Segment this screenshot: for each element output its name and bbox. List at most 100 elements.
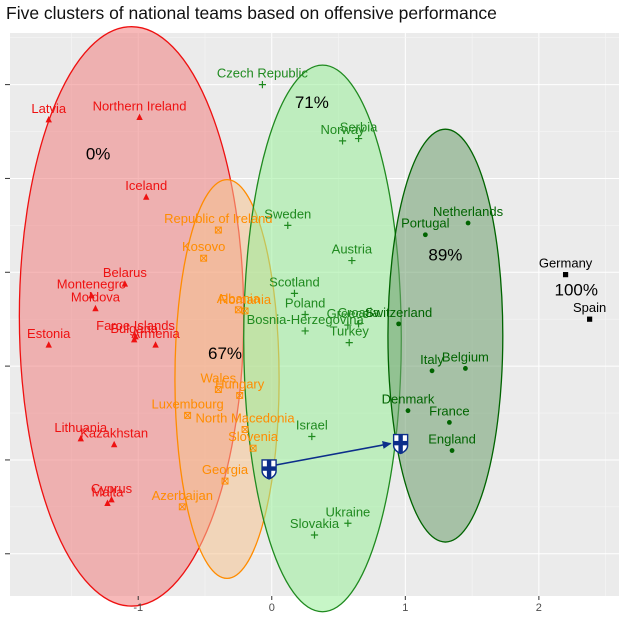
cluster-red-cyprus-point — [108, 496, 115, 503]
cluster-darkgreen-france-point — [446, 420, 452, 425]
data-points — [45, 81, 593, 539]
cluster-red-kazakhstan-label: Kazakhstan — [80, 426, 148, 441]
cluster-red-estonia-label: Estonia — [27, 326, 71, 341]
data-labels: Latvia Northern Ireland Iceland BelarusMont… — [27, 66, 606, 531]
x-tick-label-3: 2 — [536, 602, 542, 614]
cluster-orange-kosovo-label: Kosovo — [182, 239, 225, 254]
cluster-darkgreen-switzerland-label: Switzerland — [365, 305, 432, 320]
cluster-lightgreen-greece-label: Greece — [327, 306, 370, 321]
finland-arrow — [264, 441, 392, 468]
cluster-darkgreen-france-label: France — [429, 403, 469, 418]
cluster-lightgreen-norway-label: Norway — [321, 122, 366, 137]
cluster-lightgreen-croatia-label: Croatia — [338, 305, 381, 320]
cluster-lightgreen-austria-label: Austria — [332, 242, 373, 257]
cluster-lightgreen-poland-label: Poland — [285, 296, 325, 311]
cluster-red-lithuania-label: Lithuania — [54, 420, 108, 435]
cluster-orange-slovenia-label: Slovenia — [228, 429, 279, 444]
cluster-black-percent-label: 100% — [555, 281, 598, 300]
cluster-lightgreen-greece-point — [344, 321, 352, 329]
cluster-red-moldova-point — [92, 304, 99, 312]
cluster-red-montenegro-point — [88, 291, 95, 299]
cluster-red-iceland-point — [143, 193, 150, 200]
cluster-red-malta-point — [104, 499, 111, 506]
chart-title: Five clusters of national teams based on… — [6, 3, 497, 23]
cluster-darkgreen-england-label: England — [428, 432, 476, 447]
cluster-red-faroe-islands-label: Faroe Islands — [96, 318, 175, 333]
cluster-red-kazakhstan-point — [110, 440, 118, 448]
cluster-red-bulgaria-point — [131, 336, 138, 343]
cluster-orange-wales-point — [214, 386, 222, 394]
finland-flag-icon-start — [261, 459, 277, 480]
cluster-red-northern-ireland-label: Northern Ireland — [93, 98, 187, 113]
cluster-red-malta-label: Malta — [92, 484, 125, 499]
cluster-orange-hungary-point — [236, 391, 244, 399]
x-tick-label-2: 1 — [402, 602, 408, 614]
x-axis: -1 0 1 2 — [133, 596, 542, 614]
cluster-orange-albania-label: Albania — [217, 291, 261, 306]
x-tick-label-1: 0 — [269, 602, 275, 614]
cluster-lightgreen-israel-point — [308, 432, 316, 441]
cluster-lightgreen-sweden-point — [284, 221, 292, 229]
cluster-red-estonia-point — [45, 341, 52, 348]
finland-flag-icon-end — [392, 433, 409, 455]
cluster-orange-romania-point — [241, 307, 249, 315]
cluster-red-bulgaria-label: Bulgaria — [110, 321, 158, 336]
cluster-orange-hungary-label: Hungary — [215, 376, 265, 391]
cluster-lightgreen-slovakia-point — [310, 531, 319, 539]
cluster-red-latvia-label: Latvia — [31, 101, 66, 116]
cluster-lightgreen-serbia-label: Serbia — [340, 120, 378, 135]
cluster-red-montenegro-label: Montenegro — [57, 277, 126, 292]
cluster-black-germany-label: Germany — [539, 256, 593, 271]
x-tick-label-0: -1 — [133, 602, 143, 614]
cluster-lightgreen-percent-label: 71% — [295, 93, 329, 112]
cluster-lightgreen-croatia-point — [354, 320, 363, 328]
cluster-orange-azerbaijan-point — [178, 503, 186, 511]
cluster-black-spain-label: Spain — [573, 300, 606, 315]
cluster-lightgreen-sweden-label: Sweden — [264, 206, 311, 221]
cluster-lightgreen-scotland-label: Scotland — [269, 274, 320, 289]
finland-flag-icon-start-cross-h — [262, 466, 277, 471]
cluster-red-northern-ireland-point — [136, 113, 143, 121]
cluster-darkgreen-netherlands-label: Netherlands — [433, 204, 504, 219]
cluster-lightgreen-austria-point — [348, 256, 356, 265]
cluster-lightgreen-czech-republic-point — [258, 81, 267, 89]
cluster-percent-labels: 0% 67% 71% 89% 100% — [86, 93, 598, 363]
cluster-darkgreen-england-point — [449, 448, 455, 453]
cluster-darkgreen-belgium-label: Belgium — [442, 349, 489, 364]
cluster-darkgreen-italy-point — [429, 368, 435, 374]
cluster-lightgreen-czech-republic-label: Czech Republic — [217, 66, 309, 81]
cluster-orange-luxembourg-label: Luxembourg — [151, 396, 223, 411]
cluster-lightgreen-bosnia-herzegovina-label: Bosnia-Herzegovina — [247, 312, 365, 327]
finland-flags — [261, 433, 409, 480]
cluster-orange-albania-point — [234, 306, 242, 314]
cluster-darkgreen-portugal-label: Portugal — [401, 216, 450, 231]
cluster-red-percent-label: 0% — [86, 144, 111, 163]
cluster-lightgreen-bosnia-herzegovina-point — [301, 327, 309, 335]
cluster-orange-north-macedonia-point — [241, 425, 249, 433]
cluster-red-armenia-point — [152, 341, 159, 348]
cluster-darkgreen-switzerland-point — [396, 321, 402, 327]
cluster-black-germany-point — [562, 272, 569, 278]
cluster-orange-republic-of-ireland-point — [214, 226, 222, 234]
cluster-orange-percent-label: 67% — [208, 344, 242, 363]
cluster-lightgreen-ukraine-point — [344, 519, 352, 527]
cluster-lightgreen-serbia-point — [354, 134, 363, 143]
cluster-darkgreen-percent-label: 89% — [428, 245, 462, 264]
cluster-orange-slovenia-point — [249, 444, 257, 452]
cluster-darkgreen-denmark-point — [405, 408, 411, 414]
cluster-darkgreen-belgium-point — [463, 366, 468, 371]
cluster-orange-republic-of-ireland-label: Republic of Ireland — [164, 211, 272, 226]
cluster-orange-georgia-label: Georgia — [202, 462, 249, 477]
cluster-lightgreen-turkey-label: Turkey — [330, 324, 370, 339]
cluster-orange-kosovo-point — [200, 254, 208, 262]
cluster-darkgreen-netherlands-point — [465, 220, 471, 226]
cluster-lightgreen-norway-point — [338, 137, 347, 145]
cluster-orange-georgia-point — [221, 477, 229, 485]
cluster-red-iceland-label: Iceland — [125, 178, 167, 193]
cluster-lightgreen-slovakia-label: Slovakia — [290, 516, 340, 531]
cluster-orange-north-macedonia-label: North Macedonia — [196, 410, 296, 425]
cluster-lightgreen-israel-label: Israel — [296, 417, 328, 432]
cluster-red-belarus-point — [121, 280, 129, 287]
cluster-red-latvia-point — [45, 115, 52, 123]
cluster-darkgreen-ellipse — [387, 128, 504, 543]
